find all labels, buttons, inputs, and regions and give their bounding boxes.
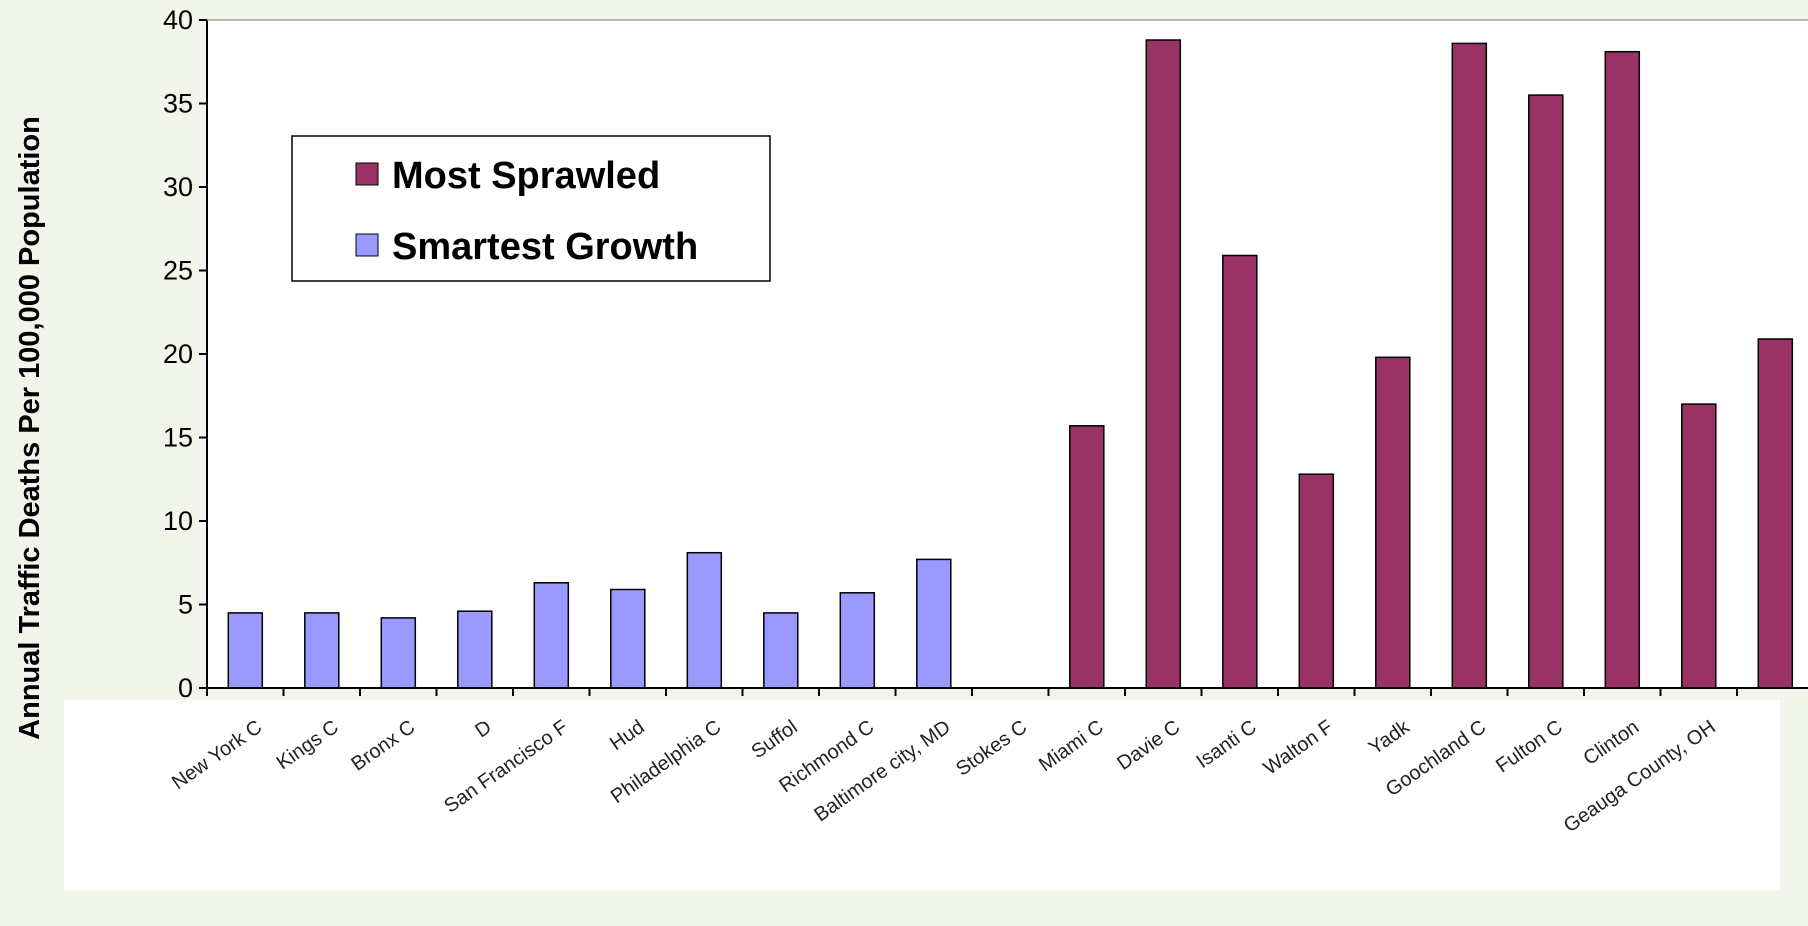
bar-smartest-growth-2 bbox=[380, 617, 417, 689]
bar-smartest-growth-1 bbox=[304, 612, 340, 689]
legend-swatch-smartest-growth bbox=[355, 233, 379, 257]
legend-label-most-sprawled: Most Sprawled bbox=[392, 155, 660, 197]
bar-most-sprawled-12 bbox=[1145, 39, 1182, 689]
bar-most-sprawled-18 bbox=[1604, 50, 1641, 689]
bar-most-sprawled-19 bbox=[1681, 403, 1717, 689]
y-tick-label: 30 bbox=[163, 172, 193, 202]
bar-most-sprawled-16 bbox=[1451, 42, 1488, 689]
bar-smartest-growth-7 bbox=[763, 612, 799, 689]
bar-smartest-growth-6 bbox=[686, 551, 723, 689]
y-tick-label: 15 bbox=[163, 423, 193, 453]
legend: Most Sprawled Smartest Growth bbox=[291, 135, 771, 282]
bar-smartest-growth-4 bbox=[533, 582, 570, 689]
plot-area bbox=[207, 20, 1808, 688]
y-axis-label: Annual Traffic Deaths Per 100,000 Popula… bbox=[14, 116, 46, 740]
bar-smartest-growth-3 bbox=[457, 610, 493, 689]
y-tick-label: 5 bbox=[178, 590, 193, 620]
bar-smartest-growth-9 bbox=[916, 558, 952, 689]
y-tick-label: 20 bbox=[163, 339, 193, 369]
y-tick-label: 10 bbox=[163, 506, 193, 536]
bar-smartest-growth-5 bbox=[610, 588, 646, 689]
legend-box bbox=[291, 135, 771, 282]
y-tick-label: 35 bbox=[163, 89, 193, 119]
bar-smartest-growth-8 bbox=[839, 592, 876, 689]
x-label-area bbox=[64, 700, 1780, 890]
y-tick-label: 25 bbox=[163, 256, 193, 286]
bar-most-sprawled-14 bbox=[1298, 473, 1335, 689]
legend-label-smartest-growth: Smartest Growth bbox=[392, 226, 698, 268]
legend-swatch-most-sprawled bbox=[355, 162, 379, 186]
bar-most-sprawled-17 bbox=[1528, 94, 1564, 689]
bar-smartest-growth-0 bbox=[227, 612, 264, 689]
bar-most-sprawled-13 bbox=[1222, 254, 1258, 689]
bar-most-sprawled-11 bbox=[1069, 425, 1105, 689]
y-tick-label: 40 bbox=[163, 5, 193, 35]
y-tick-label: 0 bbox=[178, 673, 193, 703]
bar-most-sprawled-20 bbox=[1757, 338, 1794, 689]
bar-most-sprawled-15 bbox=[1375, 356, 1411, 689]
